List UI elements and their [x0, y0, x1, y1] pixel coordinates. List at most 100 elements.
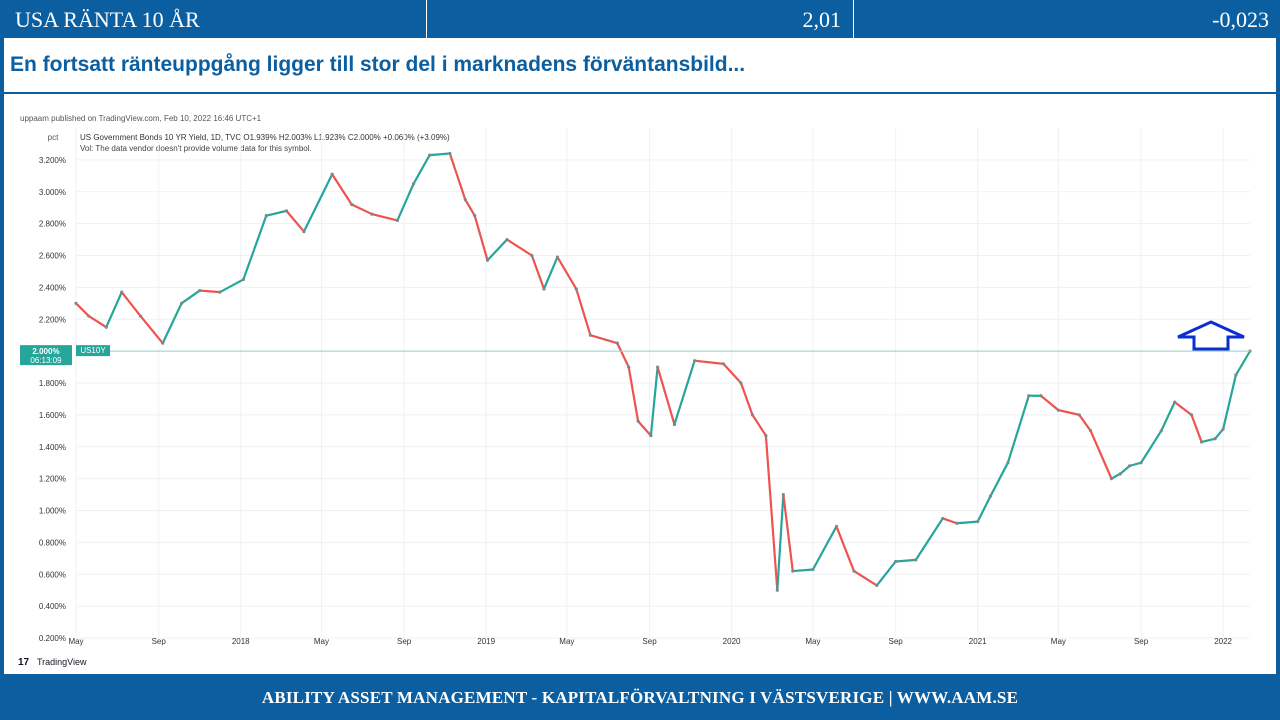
data-point: [350, 202, 354, 207]
data-point: [914, 558, 918, 562]
data-point: [739, 381, 743, 385]
x-tick-label: Sep: [642, 637, 657, 646]
data-point: [791, 569, 795, 573]
data-point: [411, 182, 416, 186]
yield-segment: [649, 365, 659, 437]
data-point: [463, 198, 467, 202]
x-tick-label: 2018: [232, 637, 250, 646]
yield-segment: [894, 558, 917, 563]
x-tick-label: 2021: [969, 637, 987, 646]
x-tick-label: Sep: [889, 637, 904, 646]
y-tick-label: 2.400%: [39, 283, 66, 292]
yield-segment: [627, 365, 640, 423]
data-point: [284, 209, 289, 213]
data-point: [775, 588, 779, 592]
data-point: [615, 341, 619, 345]
yield-segment: [1173, 401, 1193, 416]
data-point: [1039, 394, 1043, 398]
yield-segment: [835, 525, 856, 573]
yield-segment: [1006, 394, 1030, 464]
countdown-label: 06:13:09: [30, 356, 62, 365]
yield-segment: [285, 209, 306, 233]
yield-segment: [673, 359, 696, 426]
yield-segment: [396, 182, 415, 222]
yield-segment: [1213, 428, 1225, 440]
data-point: [672, 422, 677, 427]
data-point: [428, 153, 432, 157]
y-tick-label: 0.600%: [39, 570, 66, 579]
x-tick-label: May: [1051, 637, 1066, 646]
yield-change: -0,023: [1212, 7, 1269, 32]
data-point: [395, 218, 400, 223]
y-tick-label: 1.600%: [39, 411, 66, 420]
instrument-name: USA RÄNTA 10 ÅR: [15, 7, 200, 32]
data-point: [179, 301, 184, 305]
data-point: [764, 433, 768, 438]
data-point: [1006, 461, 1010, 465]
yield-segment: [1110, 472, 1122, 480]
yield-segment: [1057, 408, 1081, 416]
x-tick-label: Sep: [397, 637, 412, 646]
data-point: [1027, 394, 1031, 398]
y-tick-label: 2.800%: [39, 220, 66, 229]
slide-subtitle: En fortsatt ränteuppgång ligger till sto…: [10, 53, 746, 76]
yield-segment: [1078, 413, 1092, 432]
yield-segment: [1089, 429, 1113, 480]
x-tick-label: 2022: [1214, 637, 1232, 646]
yield-segment: [1234, 350, 1252, 377]
unit-label: pct: [48, 133, 59, 142]
data-point: [1128, 464, 1132, 468]
yield-segment: [1128, 461, 1143, 467]
data-point: [649, 433, 653, 438]
yield-segment: [180, 289, 201, 305]
yield-segment: [530, 254, 546, 291]
yield-segment: [637, 420, 652, 437]
yield-segment: [139, 314, 164, 345]
data-point: [955, 521, 959, 525]
yield-segment: [875, 560, 897, 587]
y-tick-label: 0.200%: [39, 634, 66, 643]
data-point: [781, 492, 785, 497]
yield-segment: [542, 255, 559, 291]
yield-segment: [776, 493, 785, 592]
data-point: [627, 365, 631, 369]
data-point: [574, 287, 578, 291]
chart-area: uppaam published on TradingView.com, Feb…: [4, 94, 1276, 674]
data-point: [138, 314, 143, 318]
data-point: [852, 569, 856, 573]
yield-segment: [1039, 394, 1060, 412]
data-point: [693, 359, 697, 363]
data-point: [1077, 413, 1081, 417]
subtitle-bar: En fortsatt ränteuppgång ligger till sto…: [4, 38, 1276, 94]
data-point: [811, 567, 815, 572]
yield-segment: [764, 434, 779, 592]
data-point: [721, 362, 726, 366]
y-tick-label: 2.600%: [39, 252, 66, 261]
data-point: [264, 214, 268, 218]
yield-segment: [575, 287, 592, 337]
data-point: [1118, 472, 1122, 476]
x-tick-label: May: [559, 637, 574, 646]
yield-segment: [105, 291, 123, 329]
data-point: [505, 237, 509, 242]
data-point: [750, 413, 755, 417]
chart-legend-volume-note: Vol: The data vendor doesn't provide vol…: [80, 144, 312, 153]
data-point: [1221, 427, 1225, 431]
yield-segment: [412, 153, 431, 185]
tradingview-mark-icon: 17: [18, 657, 30, 668]
data-point: [656, 365, 660, 369]
yield-segment: [782, 493, 794, 573]
y-tick-label: 1.200%: [39, 475, 66, 484]
footer-bar: ABILITY ASSET MANAGEMENT - KAPITALFÖRVAL…: [0, 676, 1280, 720]
x-tick-label: 2020: [723, 637, 741, 646]
data-point: [1139, 461, 1143, 465]
data-point: [834, 524, 839, 529]
data-point: [473, 214, 477, 218]
yield-segment: [218, 278, 245, 294]
yield-segment: [370, 212, 399, 222]
yield-segment: [505, 238, 533, 257]
x-tick-label: May: [314, 637, 329, 646]
price-label-box: [20, 345, 72, 366]
y-tick-label: 1.000%: [39, 507, 66, 516]
yield-segment: [265, 209, 288, 217]
